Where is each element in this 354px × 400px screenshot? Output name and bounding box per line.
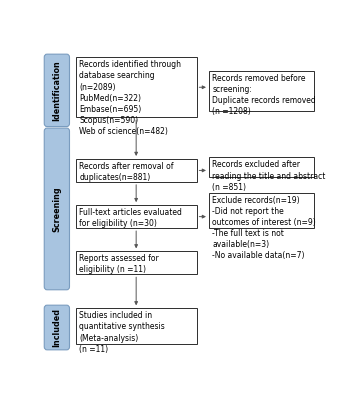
FancyBboxPatch shape — [76, 57, 196, 117]
FancyBboxPatch shape — [44, 128, 69, 290]
Text: Records after removal of
duplicates(n=881): Records after removal of duplicates(n=88… — [79, 162, 174, 182]
FancyBboxPatch shape — [209, 193, 314, 228]
Text: Full-text articles evaluated
for eligibility (n=30): Full-text articles evaluated for eligibi… — [79, 208, 182, 228]
Text: Records excluded after
reading the title and abstract
(n =851): Records excluded after reading the title… — [212, 160, 326, 192]
FancyBboxPatch shape — [76, 308, 196, 344]
Text: Included: Included — [52, 308, 61, 347]
Text: Records removed before
screening:
Duplicate records removed
(n =1208): Records removed before screening: Duplic… — [212, 74, 316, 116]
FancyBboxPatch shape — [76, 251, 196, 274]
FancyBboxPatch shape — [209, 157, 314, 177]
Text: Screening: Screening — [52, 186, 61, 232]
FancyBboxPatch shape — [76, 159, 196, 182]
FancyBboxPatch shape — [44, 305, 69, 350]
FancyBboxPatch shape — [44, 54, 69, 126]
FancyBboxPatch shape — [76, 205, 196, 228]
Text: Reports assessed for
eligibility (n =11): Reports assessed for eligibility (n =11) — [79, 254, 159, 274]
Text: Records identified through
database searching
(n=2089)
PubMed(n=322)
Embase(n=69: Records identified through database sear… — [79, 60, 181, 136]
FancyBboxPatch shape — [209, 71, 314, 111]
Text: Identification: Identification — [52, 60, 61, 121]
Text: Exclude records(n=19)
-Did not report the
outcomes of interest (n=9)
-The full t: Exclude records(n=19) -Did not report th… — [212, 196, 316, 260]
Text: Studies included in
quantitative synthesis
(Meta-analysis)
(n =11): Studies included in quantitative synthes… — [79, 311, 165, 354]
